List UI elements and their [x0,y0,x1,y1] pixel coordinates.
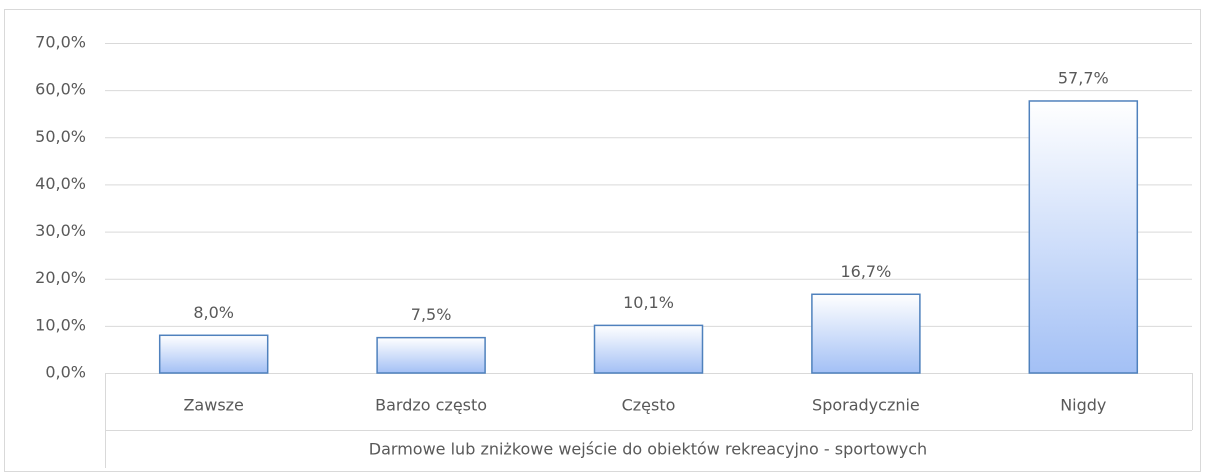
data-label: 16,7% [840,262,891,281]
bar [158,334,269,374]
x-tick-label: Często [622,396,676,415]
x-axis-label: Darmowe lub zniżkowe wejście do obiektów… [369,440,927,459]
y-tick-label: 60,0% [35,80,86,99]
bar [1028,100,1139,374]
y-tick-label: 70,0% [35,33,86,52]
y-tick-label: 20,0% [35,268,86,287]
y-tick-label: 0,0% [45,363,86,382]
bar [811,293,921,374]
bar [376,336,486,374]
x-tick-label: Nigdy [1060,396,1106,415]
x-tick-label: Sporadycznie [812,396,920,415]
data-label: 7,5% [411,305,452,324]
data-label: 10,1% [623,293,674,312]
data-label: 8,0% [193,303,234,322]
data-label: 57,7% [1058,68,1109,87]
y-tick-label: 50,0% [35,127,86,146]
bar [593,324,704,374]
x-tick-label: Bardzo często [375,396,487,415]
y-tick-label: 10,0% [35,315,86,334]
y-tick-label: 40,0% [35,174,86,193]
x-tick-label: Zawsze [183,396,243,415]
y-tick-label: 30,0% [35,221,86,240]
chart-frame [4,9,1201,472]
